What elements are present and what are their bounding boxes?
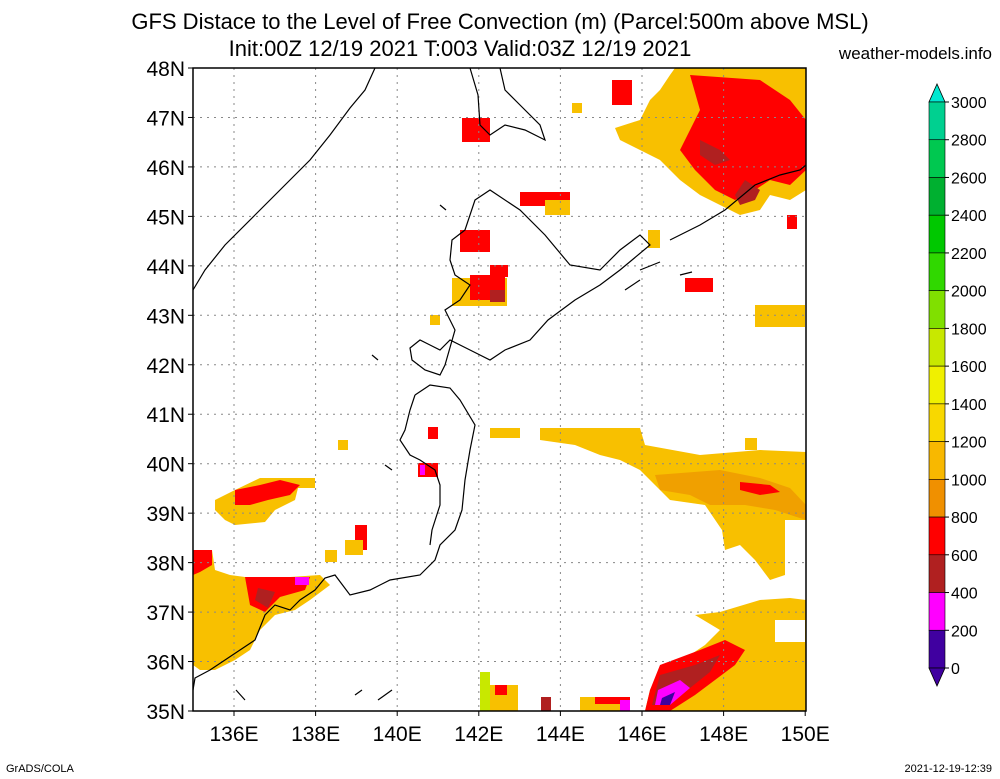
colorbar-label: 2600: [951, 170, 987, 187]
lat-label: 40N: [146, 454, 185, 477]
colorbar-label: 1400: [951, 397, 987, 414]
lon-label: 142E: [454, 723, 503, 746]
colorbar-segment: [928, 629, 946, 669]
lon-label: 136E: [209, 723, 258, 746]
timestamp: 2021-12-19-12:39: [904, 763, 992, 775]
latitude-labels: 48N 47N 46N 45N 44N 43N 42N 41N 40N 39N 38N 37N 36N 3…: [146, 58, 193, 724]
lat-label: 43N: [146, 305, 185, 328]
colorbar-segment: [928, 441, 946, 480]
colorbar-segment: [928, 479, 946, 518]
lat-label: 35N: [146, 701, 185, 724]
colorbar-top-arrow: [928, 83, 946, 103]
colorbar-label: 1200: [951, 435, 987, 452]
colorbar-segment: [928, 592, 946, 631]
colorbar-label: 2400: [951, 208, 987, 225]
convection-shading: [193, 68, 806, 711]
lat-label: 37N: [146, 602, 185, 625]
lon-label: 150E: [781, 723, 830, 746]
colorbar-label: 600: [951, 548, 978, 565]
longitude-labels: 136E 138E 140E 142E 144E 146E 148E 150E: [209, 711, 830, 746]
colorbar-segment: [928, 177, 946, 216]
lat-label: 44N: [146, 256, 185, 279]
colorbar-segment: [928, 554, 946, 593]
colorbar-label: 2200: [951, 246, 987, 263]
colorbar-segment: [928, 214, 946, 254]
map-title: GFS Distace to the Level of Free Convect…: [131, 9, 869, 34]
colorbar-label: 2800: [951, 133, 987, 150]
colorbar-label: 200: [951, 623, 978, 640]
colorbar-segment: [928, 290, 946, 329]
coastlines: [192, 67, 807, 701]
lat-label: 38N: [146, 553, 185, 576]
colorbar-label: 1000: [951, 472, 987, 489]
colorbar-segment: [928, 516, 946, 556]
colorbar-label: 0: [951, 661, 960, 678]
colorbar-label: 800: [951, 510, 978, 527]
lat-label: 36N: [146, 652, 185, 675]
plot-frame: [192, 67, 807, 712]
colorbar-segment: [928, 252, 946, 291]
colorbar-label: 2000: [951, 284, 987, 301]
colorbar-bottom-arrow: [928, 667, 946, 687]
lat-label: 41N: [146, 404, 185, 427]
lat-label: 45N: [146, 206, 185, 229]
colorbar-label: 1800: [951, 321, 987, 338]
lon-label: 148E: [699, 723, 748, 746]
lat-label: 39N: [146, 503, 185, 526]
lon-label: 144E: [536, 723, 585, 746]
colorbar-segment: [928, 328, 946, 367]
site-credit: weather-models.info: [838, 44, 992, 63]
lat-label: 47N: [146, 107, 185, 130]
colorbar-segment: [928, 139, 946, 178]
lat-label: 42N: [146, 355, 185, 378]
lon-label: 146E: [617, 723, 666, 746]
colorbar-segment: [928, 365, 946, 405]
colorbar-segment: [928, 101, 946, 141]
map-subtitle: Init:00Z 12/19 2021 T:003 Valid:03Z 12/1…: [228, 36, 692, 61]
lat-label: 46N: [146, 157, 185, 180]
lat-label: 48N: [146, 58, 185, 81]
colorbar-label: 1600: [951, 359, 987, 376]
colorbar-label: 3000: [951, 95, 987, 112]
colorbar-label: 400: [951, 586, 978, 603]
software-credit: GrADS/COLA: [6, 763, 74, 775]
lon-label: 138E: [291, 723, 340, 746]
lon-label: 140E: [373, 723, 422, 746]
colorbar-segment: [928, 403, 946, 442]
colorbar: 3000280026002400220020001800160014001200…: [928, 83, 987, 687]
